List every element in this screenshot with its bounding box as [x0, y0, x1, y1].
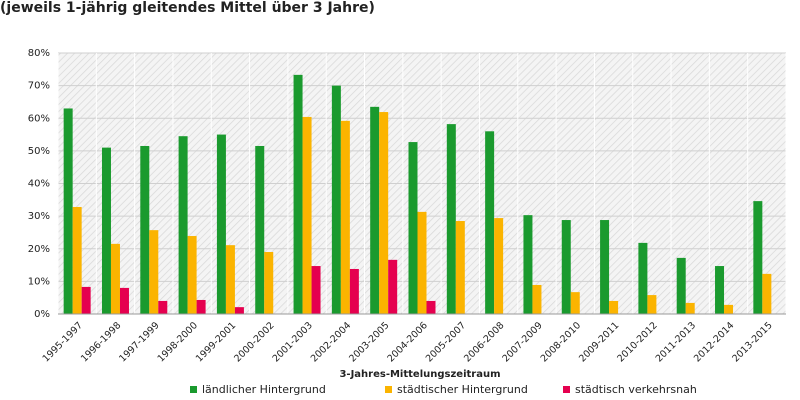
x-tick-label: 2006-2008	[462, 320, 506, 364]
bar	[63, 108, 73, 315]
bar	[724, 304, 734, 314]
x-tick-label: 2008-2010	[539, 320, 583, 364]
x-tick-label: 1996-1998	[79, 320, 123, 364]
bar	[370, 106, 380, 314]
bar	[340, 120, 350, 314]
legend-label: ländlicher Hintergrund	[202, 383, 326, 396]
bar	[647, 295, 657, 314]
x-tick-label: 2005-2007	[424, 320, 468, 364]
bar	[426, 300, 436, 314]
chart-title: (jeweils 1-jährig gleitendes Mittel über…	[0, 0, 375, 16]
x-tick-label: 2012-2014	[692, 320, 736, 364]
bar	[600, 220, 610, 314]
bar	[762, 273, 772, 314]
y-tick-label: 40%	[28, 179, 50, 190]
x-tick-label: 2003-2005	[347, 320, 391, 364]
bar	[158, 300, 168, 314]
bar	[638, 242, 648, 314]
bar	[676, 257, 686, 314]
bar	[101, 147, 111, 314]
bar	[264, 252, 274, 314]
x-tick-label: 2001-2003	[271, 320, 315, 364]
bar	[388, 259, 398, 314]
x-tick-label: 2011-2013	[654, 320, 698, 364]
bar	[532, 284, 542, 314]
legend-swatch	[385, 386, 392, 393]
bar	[302, 116, 312, 314]
y-tick-label: 0%	[34, 309, 50, 320]
x-tick-label: 2002-2004	[309, 320, 353, 364]
x-tick-label: 1998-2000	[156, 320, 200, 364]
y-tick-label: 60%	[28, 113, 50, 124]
bar	[149, 230, 159, 314]
bar	[379, 112, 389, 315]
legend-label: städtischer Hintergrund	[397, 383, 528, 396]
y-tick-label: 70%	[28, 81, 50, 92]
bar	[753, 201, 763, 314]
x-tick-label: 2004-2006	[385, 320, 429, 364]
bar	[216, 134, 226, 314]
bar	[408, 142, 418, 314]
x-tick-label: 1997-1999	[117, 320, 161, 364]
bar	[81, 286, 91, 314]
bar	[446, 124, 456, 314]
bar	[255, 145, 265, 314]
bar	[119, 287, 129, 314]
x-tick-label: 2007-2009	[500, 320, 544, 364]
x-tick-label: 2009-2011	[577, 320, 621, 364]
bar	[494, 218, 504, 314]
x-axis-label: 3-Jahres-Mittelungszeitraum	[339, 369, 500, 380]
legend-swatch	[190, 386, 197, 393]
bar	[140, 145, 150, 314]
bar	[331, 85, 341, 314]
bar	[715, 266, 725, 314]
y-tick-label: 20%	[28, 244, 50, 255]
bar	[349, 268, 359, 314]
bar	[685, 302, 695, 314]
bar	[72, 206, 82, 314]
bar	[234, 307, 244, 314]
x-tick-label: 2010-2012	[615, 320, 659, 364]
bar	[110, 243, 120, 314]
bar	[196, 299, 206, 314]
bar	[225, 245, 235, 314]
y-tick-label: 10%	[28, 276, 50, 287]
x-tick-label: 1999-2001	[194, 320, 238, 364]
bar	[417, 211, 427, 314]
bar	[561, 220, 571, 314]
bar	[455, 221, 465, 314]
bar	[311, 266, 321, 314]
bar	[178, 136, 188, 314]
bar	[609, 300, 619, 314]
y-tick-label: 30%	[28, 211, 50, 222]
bar	[485, 131, 495, 314]
y-tick-label: 80%	[28, 48, 50, 59]
bar	[187, 236, 197, 314]
bar	[570, 292, 580, 314]
x-tick-label: 2000-2002	[232, 320, 276, 364]
x-tick-label: 2013-2015	[730, 320, 774, 364]
bar	[293, 74, 303, 314]
x-tick-label: 1995-1997	[41, 320, 85, 364]
y-tick-label: 50%	[28, 146, 50, 157]
bar	[523, 215, 533, 314]
legend-label: städtisch verkehrsnah	[575, 383, 697, 396]
legend-swatch	[563, 386, 570, 393]
